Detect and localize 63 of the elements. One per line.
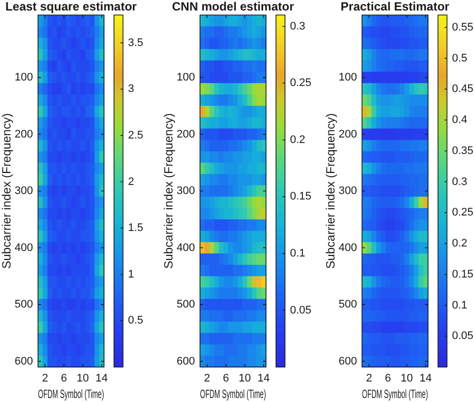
x-tick-label: 6 bbox=[222, 372, 229, 385]
y-axis-title: Subcarrier index (Frequency) bbox=[324, 113, 338, 269]
x-tick-label: 2 bbox=[42, 372, 48, 385]
color-bar-label: 0.05 bbox=[452, 330, 474, 342]
color-bar-label: 0.25 bbox=[290, 77, 312, 90]
chart-title: Least square estimator bbox=[5, 0, 138, 14]
y-axis-title: Subcarrier index (Frequency) bbox=[0, 113, 14, 269]
y-tick-label: 200 bbox=[338, 128, 357, 140]
color-bar-label: 0.2 bbox=[290, 134, 306, 146]
color-bar-label: 0.4 bbox=[452, 114, 468, 126]
color-bar-label: 0.2 bbox=[452, 238, 468, 250]
y-tick-label: 500 bbox=[338, 298, 357, 311]
chart-title: CNN model estimator bbox=[172, 0, 294, 14]
chart-title: Practical Estimator bbox=[340, 0, 450, 14]
y-tick-label: 600 bbox=[176, 355, 195, 368]
color-bar-label: 2 bbox=[128, 176, 134, 188]
y-tick-label: 400 bbox=[338, 242, 357, 254]
color-bar-label: 0.3 bbox=[290, 20, 306, 32]
y-tick-label: 100 bbox=[338, 71, 357, 84]
color-bar-label: 0.25 bbox=[452, 206, 474, 219]
y-tick-label: 600 bbox=[338, 355, 357, 368]
color-bar-label: 0.55 bbox=[452, 21, 474, 34]
color-bar-label: 3.5 bbox=[128, 36, 144, 49]
color-bar-label: 0.15 bbox=[452, 268, 474, 280]
x-axis-title: OFDM Symbol (Time) bbox=[38, 388, 104, 402]
color-bar-label: 0.15 bbox=[290, 190, 312, 203]
color-bar-label: 2.5 bbox=[128, 129, 144, 142]
color-bar-label: 3 bbox=[128, 83, 134, 96]
x-tick-label: 6 bbox=[60, 372, 67, 385]
x-tick-label: 6 bbox=[384, 372, 391, 385]
y-tick-label: 100 bbox=[14, 71, 33, 84]
y-tick-label: 500 bbox=[14, 298, 33, 311]
color-bar-label: 1 bbox=[128, 268, 134, 280]
x-tick-label: 14 bbox=[420, 372, 432, 385]
x-tick-label: 14 bbox=[258, 372, 270, 385]
color-bar-label: 1.5 bbox=[128, 222, 144, 234]
x-tick-label: 10 bbox=[76, 372, 89, 385]
y-tick-label: 300 bbox=[14, 185, 33, 198]
color-bar-label: 0.5 bbox=[452, 52, 468, 64]
color-bar-label: 0.5 bbox=[128, 314, 144, 327]
x-axis-title: OFDM Symbol (Time) bbox=[200, 388, 266, 402]
color-bar-label: 0.1 bbox=[290, 247, 306, 260]
y-tick-label: 400 bbox=[14, 242, 33, 254]
y-axis-title: Subcarrier index (Frequency) bbox=[162, 113, 176, 269]
color-bar-label: 0.05 bbox=[290, 304, 312, 316]
color-bar-label: 0.3 bbox=[452, 176, 468, 188]
y-tick-label: 300 bbox=[338, 185, 357, 198]
color-bar-label: 0.1 bbox=[452, 299, 468, 312]
y-tick-label: 100 bbox=[176, 71, 195, 84]
x-axis-title: OFDM Symbol (Time) bbox=[362, 388, 428, 402]
x-tick-label: 2 bbox=[204, 372, 210, 385]
y-tick-label: 300 bbox=[176, 185, 195, 198]
y-tick-label: 200 bbox=[14, 128, 33, 140]
x-tick-label: 10 bbox=[400, 372, 413, 385]
color-bar-label: 0.35 bbox=[452, 144, 474, 157]
y-tick-label: 400 bbox=[176, 242, 195, 254]
x-tick-label: 14 bbox=[96, 372, 108, 385]
x-tick-label: 2 bbox=[366, 372, 372, 385]
y-tick-label: 600 bbox=[14, 355, 33, 368]
y-tick-label: 200 bbox=[176, 128, 195, 140]
y-tick-label: 500 bbox=[176, 298, 195, 311]
x-tick-label: 10 bbox=[238, 372, 251, 385]
color-bar-label: 0.45 bbox=[452, 83, 474, 96]
